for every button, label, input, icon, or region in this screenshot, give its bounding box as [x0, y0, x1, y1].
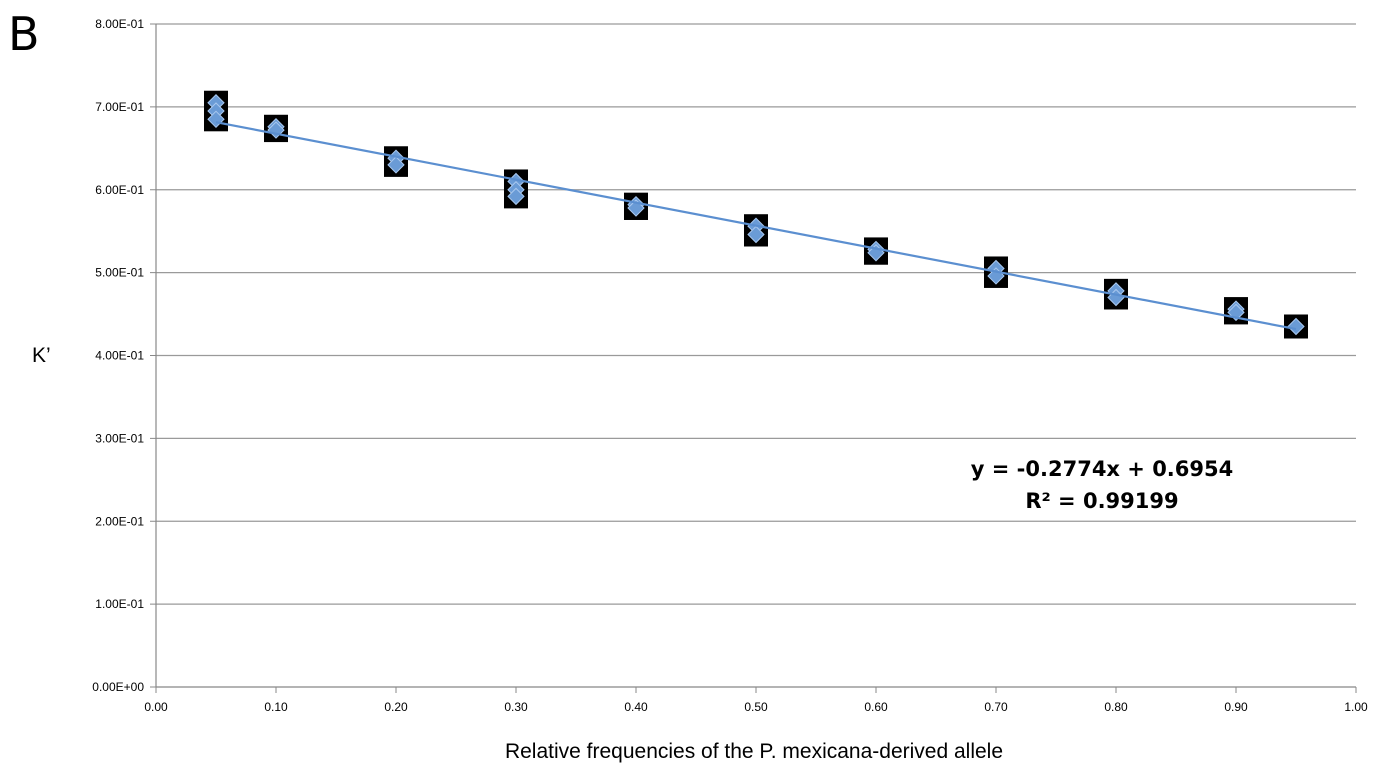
trendline-equation: y = -0.2774x + 0.6954	[971, 457, 1233, 481]
r-squared-label: R² = 0.99199	[1025, 489, 1178, 513]
x-tick-labels: 0.00 0.10 0.20 0.30 0.40 0.50 0.60 0.70 0.80 0.90…	[144, 700, 1368, 714]
x-tick-label: 0.20	[384, 700, 408, 714]
y-tick-label: 6.00E-01	[95, 183, 144, 197]
y-tick-labels: 0.00E+00 1.00E-01 2.00E-01 3.00E-01 4.00E-01…	[92, 17, 144, 694]
x-tick-label: 0.40	[624, 700, 648, 714]
y-tick-label: 0.00E+00	[92, 680, 144, 694]
x-tick-label: 0.10	[264, 700, 288, 714]
marker-backgrounds	[204, 90, 1308, 339]
trendline	[215, 121, 1297, 331]
x-tick-label: 0.30	[504, 700, 528, 714]
data-point	[747, 225, 765, 244]
y-tick-label: 4.00E-01	[95, 349, 144, 363]
trendline-group	[215, 121, 1297, 331]
x-tick-label: 0.50	[744, 700, 768, 714]
y-tick-label: 5.00E-01	[95, 266, 144, 280]
y-tick-label: 2.00E-01	[95, 514, 144, 528]
data-markers	[204, 90, 1308, 339]
x-tick-label: 0.60	[864, 700, 888, 714]
x-axis-title: Relative frequencies of the P. mexicana-…	[505, 740, 1003, 763]
y-tick-label: 1.00E-01	[95, 597, 144, 611]
y-axis-title: K’	[32, 344, 51, 367]
x-tick-label: 0.70	[984, 700, 1008, 714]
y-tick-label: 8.00E-01	[95, 17, 144, 31]
data-point	[507, 187, 525, 206]
x-tick-label: 0.90	[1224, 700, 1248, 714]
y-tick-label: 3.00E-01	[95, 431, 144, 445]
y-tick-label: 7.00E-01	[95, 100, 144, 114]
axes	[150, 23, 1357, 693]
x-tick-label: 0.00	[144, 700, 168, 714]
panel-label: B	[8, 7, 40, 61]
x-tick-label: 1.00	[1344, 700, 1368, 714]
data-point	[387, 156, 405, 174]
gridlines	[156, 23, 1356, 605]
x-tick-label: 0.80	[1104, 700, 1128, 714]
data-point	[1287, 317, 1305, 336]
